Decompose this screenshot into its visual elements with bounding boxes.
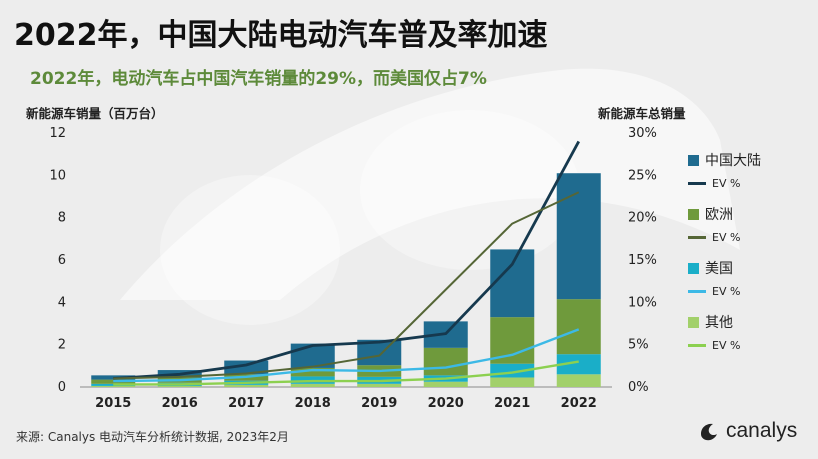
bar-europe	[556, 299, 601, 355]
y-tick-label: 0	[58, 380, 66, 395]
legend-item-usa: 美国	[688, 258, 733, 278]
legend-swatch-usa	[688, 262, 699, 274]
legend-swatch-usa_ev	[688, 290, 706, 293]
bar-other	[423, 381, 468, 387]
y2-tick-label: 10%	[628, 295, 657, 310]
bar-other	[357, 383, 402, 387]
bar-europe	[91, 379, 136, 384]
bar-other	[290, 383, 335, 387]
y-tick-label: 12	[49, 126, 66, 141]
legend-label-usa_ev: EV %	[712, 285, 741, 298]
x-tick-label: 2018	[295, 396, 331, 411]
y-axis-title: 新能源车销量（百万台）	[26, 106, 164, 121]
y2-tick-label: 30%	[628, 126, 657, 141]
legend-item-other: 其他	[688, 312, 733, 332]
y2-tick-label: 5%	[628, 338, 649, 353]
x-tick-label: 2016	[162, 396, 198, 411]
legend-swatch-china_ev	[688, 182, 706, 185]
y-tick-label: 8	[58, 211, 66, 226]
legend-swatch-europe_ev	[688, 236, 706, 239]
x-tick-label: 2022	[561, 396, 597, 411]
y2-tick-label: 20%	[628, 211, 657, 226]
legend-item-other_ev: EV %	[688, 339, 740, 352]
legend-item-china_ev: EV %	[688, 177, 740, 190]
legend-label-other: 其他	[705, 315, 733, 331]
background-car-swoosh	[120, 68, 740, 300]
y2-tick-label: 0%	[628, 380, 649, 395]
background-wheel-left	[160, 175, 340, 325]
canalys-logo-icon	[701, 423, 717, 441]
x-tick-label: 2019	[361, 396, 397, 411]
legend-label-other_ev: EV %	[712, 339, 741, 352]
legend-item-europe_ev: EV %	[688, 231, 740, 244]
bar-europe	[290, 367, 335, 377]
bar-usa	[556, 354, 601, 375]
x-tick-label: 2015	[95, 396, 131, 411]
brand-name: canalys	[726, 419, 798, 442]
brand-logo: canalys	[698, 419, 797, 443]
x-tick-label: 2020	[428, 396, 464, 411]
legend-label-europe: 欧洲	[705, 207, 733, 223]
chart-subtitle: 2022年，电动汽车占中国汽车销量的29%，而美国仅占7%	[30, 69, 487, 89]
legend-label-usa: 美国	[705, 261, 733, 277]
legend-swatch-europe	[688, 208, 699, 220]
line-europe_ev	[113, 191, 580, 380]
source-note: 来源: Canalys 电动汽车分析统计数据, 2023年2月	[16, 430, 289, 444]
bar-china	[556, 173, 601, 300]
x-tick-label: 2017	[228, 396, 264, 411]
background-wheel-right	[360, 110, 580, 270]
y2-tick-label: 25%	[628, 168, 657, 183]
x-tick-label: 2021	[494, 396, 530, 411]
chart-title: 2022年，中国大陆电动汽车普及率加速	[14, 18, 548, 53]
y-tick-label: 6	[58, 253, 66, 268]
bar-other	[556, 374, 601, 387]
bar-europe	[423, 347, 468, 376]
legend-swatch-other_ev	[688, 344, 706, 347]
bar-other	[224, 384, 269, 387]
bar-other	[91, 385, 136, 387]
y-tick-label: 2	[58, 338, 66, 353]
legend-item-usa_ev: EV %	[688, 285, 740, 298]
bar-other	[157, 385, 202, 387]
bar-china	[224, 360, 269, 375]
legend-label-china: 中国大陆	[705, 153, 761, 169]
legend-label-china_ev: EV %	[712, 177, 741, 190]
y-tick-label: 4	[58, 295, 66, 310]
line-other_ev	[113, 360, 579, 386]
y2-axis-title: 新能源车总销量	[598, 106, 686, 121]
line-china_ev	[113, 140, 580, 380]
y-tick-label: 10	[49, 168, 66, 183]
bar-china	[490, 249, 535, 318]
legend-item-europe: 欧洲	[688, 204, 733, 224]
legend-label-europe_ev: EV %	[712, 231, 741, 244]
legend-swatch-other	[688, 316, 699, 328]
line-usa_ev	[113, 328, 580, 383]
legend-swatch-china	[688, 154, 699, 166]
bar-other	[490, 377, 535, 387]
legend-item-china: 中国大陆	[688, 150, 761, 170]
y2-tick-label: 15%	[628, 253, 657, 268]
